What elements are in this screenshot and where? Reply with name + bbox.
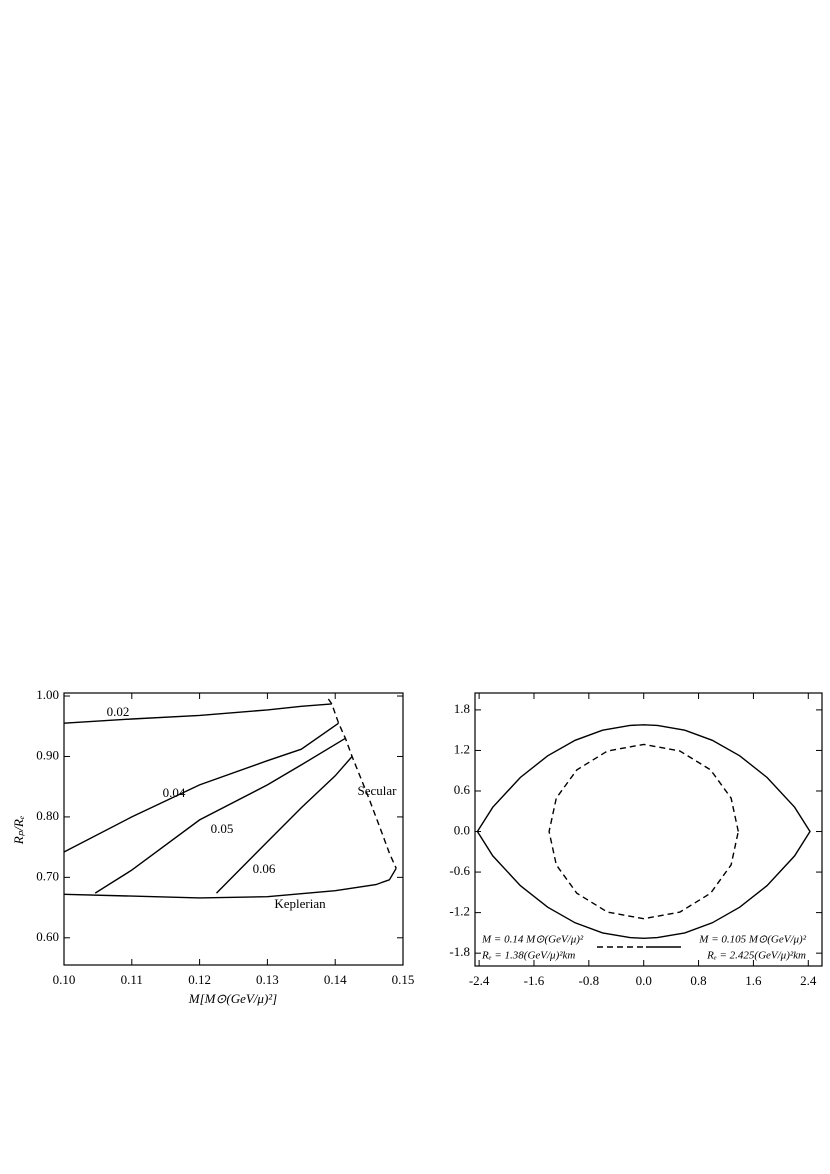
y-tick-label: -1.8 [449, 944, 470, 959]
y-tick-label: 0.70 [36, 868, 59, 883]
plot-frame [474, 692, 823, 967]
y-tick-label: 1.2 [454, 741, 470, 756]
y-tick-label: -1.2 [449, 904, 470, 919]
series-line [63, 703, 332, 724]
x-tick-label: -0.8 [579, 973, 600, 988]
y-tick-label: 0.0 [454, 823, 470, 838]
y-tick-label: 0.80 [36, 808, 59, 823]
curve-label: 0.05 [211, 821, 234, 836]
x-tick-label: 0.13 [256, 972, 279, 987]
series-line [94, 737, 346, 894]
x-tick-label: -2.4 [469, 973, 490, 988]
x-tick-label: 0.10 [53, 972, 76, 987]
series-line [63, 722, 340, 853]
legend-label: Rₑ = 2.425(GeV/μ)²km [706, 950, 806, 962]
curve-label: Secular [358, 783, 398, 798]
y-tick-label: -0.6 [449, 863, 470, 878]
x-tick-label: 2.4 [800, 973, 817, 988]
y-tick-label: 1.00 [36, 687, 59, 702]
curve-label: Keplerian [274, 896, 326, 911]
x-tick-label: 1.6 [745, 973, 762, 988]
curve-label: 0.06 [253, 861, 276, 876]
y-tick-label: 1.8 [454, 701, 470, 716]
legend-label: Rₑ = 1.38(GeV/μ)²km [481, 950, 575, 962]
x-axis-label: M[M⊙(GeV/μ)²] [188, 991, 277, 1006]
plot-frame [63, 692, 404, 966]
series-line [548, 743, 739, 920]
y-tick-label: 0.6 [454, 782, 471, 797]
x-tick-label: 0.14 [324, 972, 347, 987]
y-tick-label: 0.90 [36, 747, 59, 762]
x-tick-label: 0.8 [690, 973, 706, 988]
series-line [327, 698, 397, 869]
legend-label: M = 0.105 M⊙(GeV/μ)² [698, 934, 806, 946]
y-axis-label: Rₚ/Rₑ [11, 816, 26, 845]
x-tick-label: 0.11 [121, 972, 143, 987]
series-line [216, 756, 353, 894]
x-tick-label: 0.15 [392, 972, 415, 987]
x-tick-label: 0.0 [636, 973, 652, 988]
curve-label: 0.02 [107, 704, 130, 719]
curve-label: 0.04 [163, 785, 186, 800]
x-tick-label: -1.6 [524, 973, 545, 988]
legend-label: M = 0.14 M⊙(GeV/μ)² [481, 934, 584, 946]
series-line [63, 867, 397, 899]
y-tick-label: 0.60 [36, 929, 59, 944]
series-line [476, 724, 811, 940]
x-tick-label: 0.12 [188, 972, 211, 987]
